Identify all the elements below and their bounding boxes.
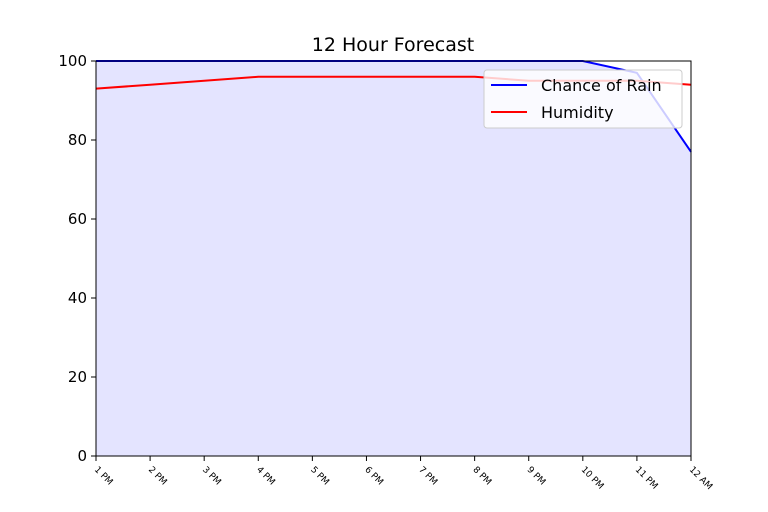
ytick-label-2: 40 xyxy=(68,289,87,307)
series-fill-0 xyxy=(96,61,691,456)
ytick-label-1: 20 xyxy=(68,368,87,386)
xtick-label-0: 1 PM xyxy=(92,465,114,487)
xtick-label-11: 12 AM xyxy=(687,465,714,492)
xtick-label-3: 4 PM xyxy=(254,465,276,487)
xtick-label-7: 8 PM xyxy=(471,465,493,487)
ytick-label-5: 100 xyxy=(58,52,87,70)
ytick-label-0: 0 xyxy=(77,447,87,465)
xtick-label-5: 6 PM xyxy=(362,465,384,487)
xtick-label-9: 10 PM xyxy=(579,465,606,492)
legend-label-0: Chance of Rain xyxy=(541,76,662,95)
xtick-label-1: 2 PM xyxy=(146,465,168,487)
chart-title: 12 Hour Forecast xyxy=(312,34,474,56)
plot-frame xyxy=(95,60,692,457)
xtick-label-2: 3 PM xyxy=(200,465,222,487)
xtick-label-6: 7 PM xyxy=(416,465,438,487)
xtick-label-4: 5 PM xyxy=(308,465,330,487)
xtick-label-8: 9 PM xyxy=(525,465,547,487)
ytick-label-4: 80 xyxy=(68,131,87,149)
ytick-label-3: 60 xyxy=(68,210,87,228)
legend-label-1: Humidity xyxy=(541,103,614,122)
legend-box xyxy=(483,69,683,129)
legend: Chance of Rain Humidity xyxy=(483,69,683,129)
xtick-label-10: 11 PM xyxy=(633,465,660,492)
